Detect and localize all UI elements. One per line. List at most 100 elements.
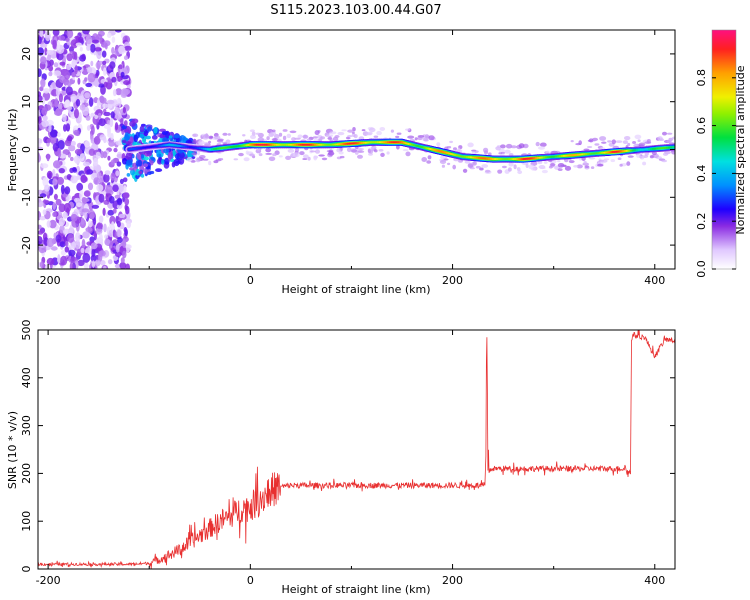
halo-speckle (592, 137, 598, 141)
noise-speckle (123, 185, 127, 193)
noise-speckle (123, 55, 129, 60)
halo-speckle (513, 164, 517, 170)
noise-speckle (46, 257, 55, 266)
transition-speckle (131, 118, 139, 124)
noise-speckle (68, 249, 76, 257)
halo-speckle (543, 161, 548, 164)
noise-speckle (104, 42, 108, 50)
halo-speckle (525, 163, 529, 168)
halo-speckle (505, 143, 513, 149)
halo-speckle (583, 148, 590, 151)
transition-speckle (122, 158, 128, 165)
noise-speckle (107, 32, 112, 38)
noise-speckle (55, 87, 60, 97)
noise-speckle (96, 49, 102, 60)
halo-speckle (302, 158, 308, 160)
halo-speckle (250, 134, 256, 140)
transition-speckle (126, 173, 131, 177)
noise-speckle (109, 215, 116, 225)
halo-speckle (191, 152, 198, 156)
halo-speckle (268, 156, 276, 162)
colorbar-tick-label: 0.0 (695, 260, 708, 278)
noise-speckle (90, 60, 94, 67)
noise-speckle (52, 202, 56, 210)
noise-speckle (78, 95, 83, 101)
noise-speckle (98, 250, 106, 257)
colorbar-tick-label: 0.2 (695, 212, 708, 230)
x-tick-label: -200 (36, 574, 61, 587)
transition-speckle (124, 134, 130, 141)
transition-speckle (161, 158, 165, 165)
halo-speckle (293, 152, 300, 158)
halo-speckle (361, 129, 366, 132)
noise-speckle (86, 66, 93, 74)
noise-speckle (86, 125, 91, 131)
noise-speckle (104, 234, 109, 239)
y-tick-label: 10 (20, 95, 33, 109)
noise-speckle (110, 159, 115, 165)
halo-speckle (355, 152, 359, 155)
halo-speckle (396, 144, 400, 150)
noise-speckle (91, 204, 100, 209)
noise-speckle (38, 115, 42, 124)
noise-speckle (98, 233, 103, 242)
noise-speckle (79, 104, 86, 111)
transition-speckle (156, 148, 160, 157)
colorbar-tick-label: 0.6 (695, 117, 708, 135)
noise-speckle (66, 135, 73, 142)
noise-speckle (66, 174, 72, 180)
noise-speckle (86, 169, 93, 175)
noise-speckle (44, 31, 51, 42)
halo-speckle (337, 131, 345, 136)
noise-speckle (60, 255, 68, 266)
transition-speckle (161, 130, 169, 135)
halo-speckle (427, 155, 432, 160)
snr-series (38, 330, 675, 569)
noise-speckle (62, 211, 68, 219)
noise-speckle (118, 45, 126, 55)
transition-speckle (168, 135, 173, 139)
halo-speckle (354, 146, 359, 150)
y-tick-label: 0 (20, 566, 33, 573)
noise-speckle (65, 196, 70, 202)
noise-speckle (42, 199, 50, 204)
noise-speckle (120, 257, 125, 264)
noise-speckle (104, 170, 111, 176)
halo-speckle (479, 167, 484, 171)
halo-speckle (611, 139, 616, 145)
noise-speckle (101, 50, 107, 58)
transition-speckle (179, 135, 186, 141)
noise-speckle (68, 144, 76, 152)
halo-speckle (402, 149, 409, 152)
noise-speckle (84, 140, 90, 148)
halo-speckle (291, 137, 296, 142)
noise-speckle (53, 193, 58, 200)
noise-speckle (118, 213, 126, 219)
noise-speckle (85, 82, 93, 88)
transition-speckle (125, 141, 132, 145)
halo-speckle (640, 155, 645, 160)
halo-speckle (303, 154, 309, 159)
halo-speckle (557, 163, 565, 168)
noise-speckle (57, 147, 62, 158)
noise-speckle (112, 89, 117, 97)
noise-speckle (65, 240, 69, 247)
noise-speckle (65, 86, 73, 96)
halo-speckle (282, 135, 287, 141)
noise-speckle (103, 173, 110, 183)
halo-speckle (603, 158, 610, 161)
noise-speckle (107, 259, 113, 265)
halo-speckle (321, 157, 328, 161)
halo-speckle (594, 143, 600, 146)
halo-speckle (587, 146, 593, 148)
noise-speckle (38, 146, 44, 151)
noise-speckle (59, 241, 66, 248)
halo-speckle (286, 133, 292, 139)
noise-speckle (90, 242, 98, 250)
halo-speckle (202, 158, 209, 161)
halo-speckle (632, 141, 637, 144)
noise-speckle (85, 34, 93, 45)
transition-speckle (138, 170, 143, 175)
y-tick-label: 200 (20, 463, 33, 484)
halo-speckle (341, 129, 347, 132)
